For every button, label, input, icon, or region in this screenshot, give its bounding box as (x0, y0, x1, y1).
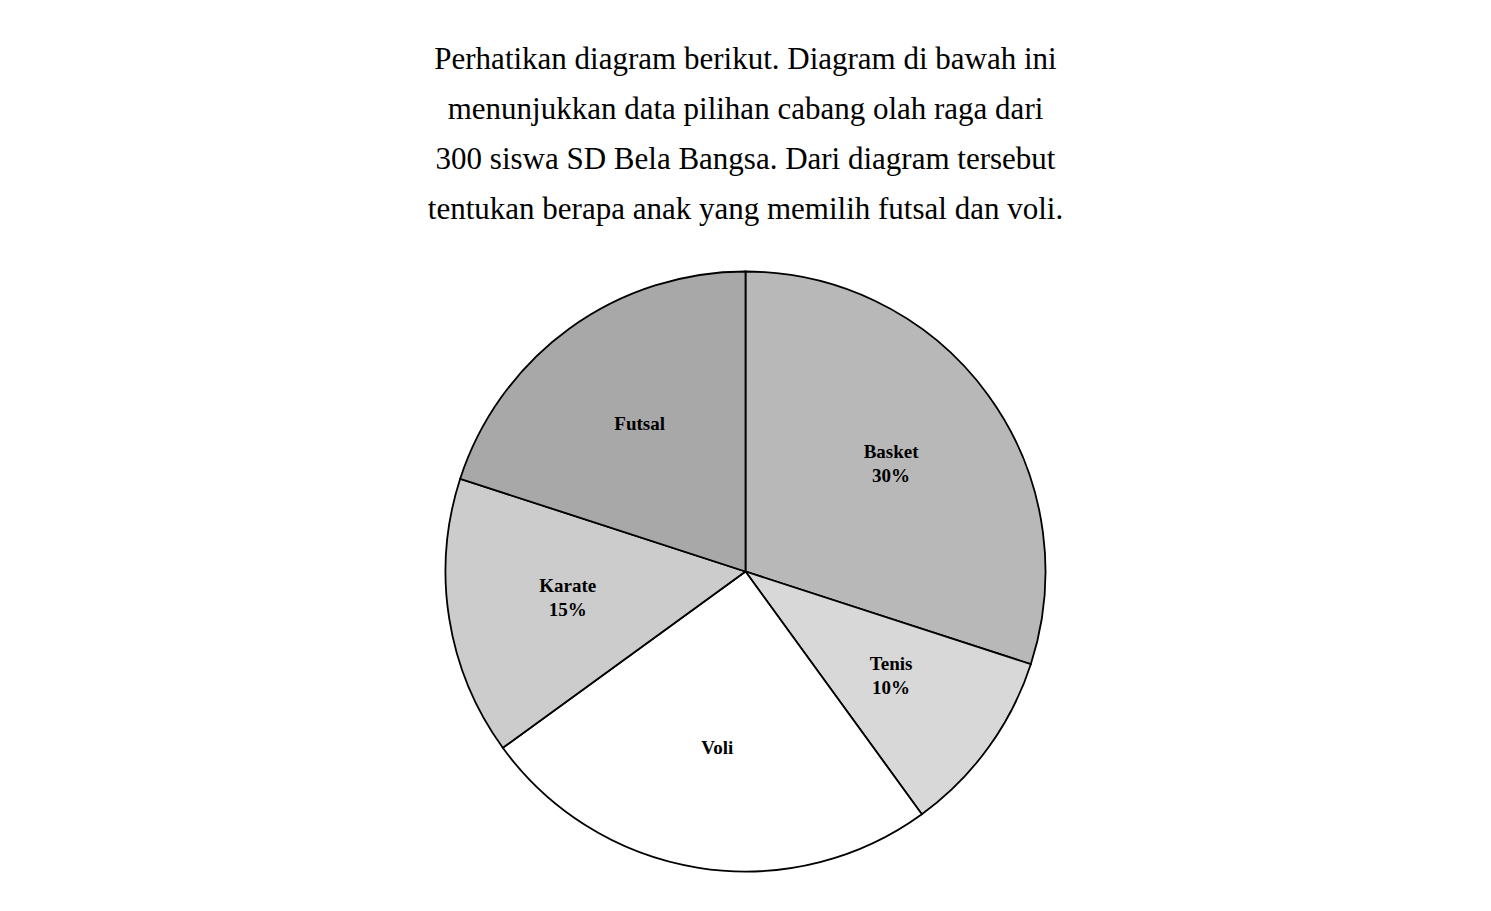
slice-category-label: Tenis (870, 653, 913, 674)
slice-category-label: Voli (701, 737, 733, 758)
pie-slice (503, 572, 922, 872)
annotation-line: Perhatikan diagram berikut. Diagram di b… (434, 41, 1057, 76)
chart-svg: Perhatikan diagram berikut. Diagram di b… (0, 0, 1491, 911)
pie-slice (460, 272, 745, 572)
slice-category-label: Futsal (614, 413, 665, 434)
text-block: Perhatikan diagram berikut. Diagram di b… (428, 41, 1063, 226)
slice-value-label: 30% (872, 465, 910, 486)
slice-value-label: 15% (549, 599, 587, 620)
slice-value-label: 10% (872, 677, 910, 698)
annotation-line: 300 siswa SD Bela Bangsa. Dari diagram t… (436, 141, 1056, 176)
slice-category-label: Basket (864, 441, 920, 462)
annotation-line: menunjukkan data pilihan cabang olah rag… (448, 91, 1044, 126)
slice-labels: Basket 30% Tenis 10% Voli Karate 15% Futsal (539, 413, 919, 757)
pie (445, 272, 1045, 872)
slice-category-label: Karate (539, 575, 596, 596)
annotation-line: tentukan berapa anak yang memilih futsal… (428, 191, 1063, 226)
